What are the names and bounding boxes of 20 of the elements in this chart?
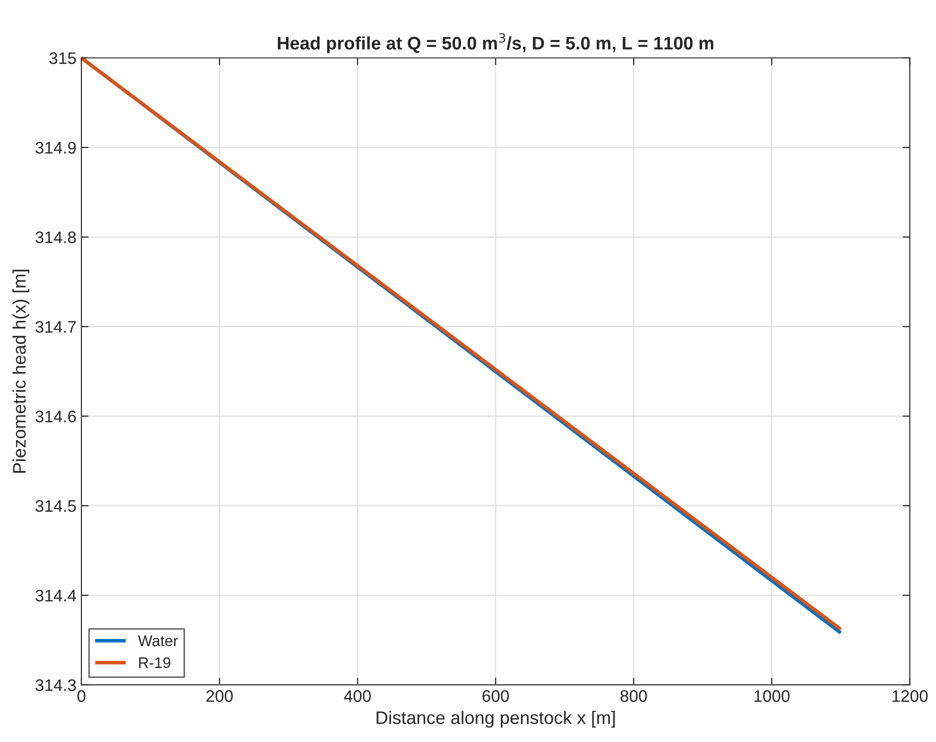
y-tick-label: 314.6 (36, 410, 76, 422)
x-tick-label: 200 (206, 690, 233, 702)
y-tick-label: 314.7 (36, 320, 76, 333)
chart-title: Head profile at Q = 50.0 m$^{3}$/s, D = 5.0 m, L = 1100 m (278, 33, 714, 54)
y-tick-label: 315 (49, 52, 76, 64)
y-tick-label: 314.8 (36, 231, 76, 244)
x-tick-label: 400 (344, 690, 371, 702)
x-tick-label: 1200 (892, 690, 928, 702)
x-axis-title: Distance along penstock x [m] (376, 710, 615, 728)
legend-label: R-19 (139, 657, 170, 668)
x-tick-label: 1000 (754, 690, 790, 702)
legend-label: Water (138, 636, 178, 646)
y-tick-label: 314.3 (36, 679, 76, 692)
x-tick-label: 0 (77, 690, 86, 702)
x-tick-label: 600 (482, 690, 509, 702)
y-tick-label: 314.9 (36, 142, 76, 154)
y-tick-label: 314.4 (36, 590, 76, 602)
y-tick-label: 314.5 (36, 500, 76, 512)
x-tick-label: 800 (620, 690, 647, 702)
y-axis-title: Piezometric head h(x) [m] (12, 270, 30, 473)
